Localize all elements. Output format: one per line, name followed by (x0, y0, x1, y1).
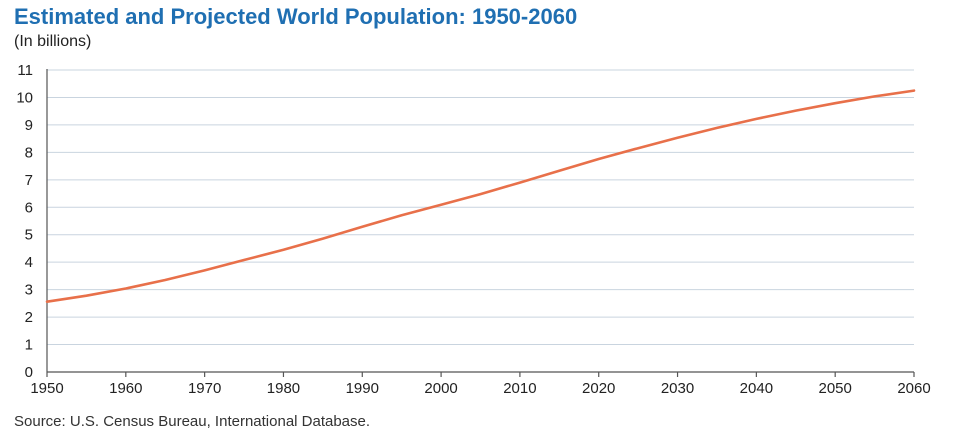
y-tick-label: 5 (25, 227, 33, 244)
chart-title: Estimated and Projected World Population… (14, 4, 578, 29)
y-tick-label: 6 (25, 199, 33, 216)
y-tick-label: 8 (25, 144, 33, 161)
x-tick-label: 2030 (661, 380, 694, 397)
axes (46, 69, 915, 377)
chart-subtitle: (In billions) (14, 33, 92, 50)
x-tick-label: 2000 (424, 380, 457, 397)
y-tick-label: 7 (25, 172, 33, 189)
series (45, 89, 916, 304)
x-tick-label: 1980 (267, 380, 300, 397)
grid-lines (47, 69, 914, 346)
x-tick-label: 2010 (503, 380, 536, 397)
x-tick-labels: 1950 1960 1970 1980 1990 2000 2010 2020 2030 2040… (30, 380, 930, 397)
x-tick-label: 2020 (582, 380, 615, 397)
y-tick-label: 11 (17, 62, 33, 79)
x-tick-label: 2040 (740, 380, 773, 397)
y-tick-labels: 0 1 2 3 4 5 6 7 8 9 10 11 (16, 62, 33, 381)
population-series-line (45, 89, 916, 304)
x-tick-label: 1960 (109, 380, 142, 397)
y-tick-label: 2 (25, 309, 33, 326)
y-tick-label: 9 (25, 117, 33, 134)
source-note: Source: U.S. Census Bureau, Internationa… (14, 413, 371, 430)
x-tick-label: 2050 (818, 380, 851, 397)
x-tick-label: 1970 (188, 380, 221, 397)
x-tick-label: 1990 (346, 380, 379, 397)
x-tick-label: 1950 (30, 380, 63, 397)
y-tick-label: 4 (25, 254, 33, 271)
y-tick-label: 3 (25, 282, 33, 299)
y-tick-label: 0 (25, 364, 33, 381)
x-tick-label: 2060 (897, 380, 930, 397)
y-tick-label: 1 (25, 337, 33, 354)
y-tick-label: 10 (16, 89, 33, 106)
